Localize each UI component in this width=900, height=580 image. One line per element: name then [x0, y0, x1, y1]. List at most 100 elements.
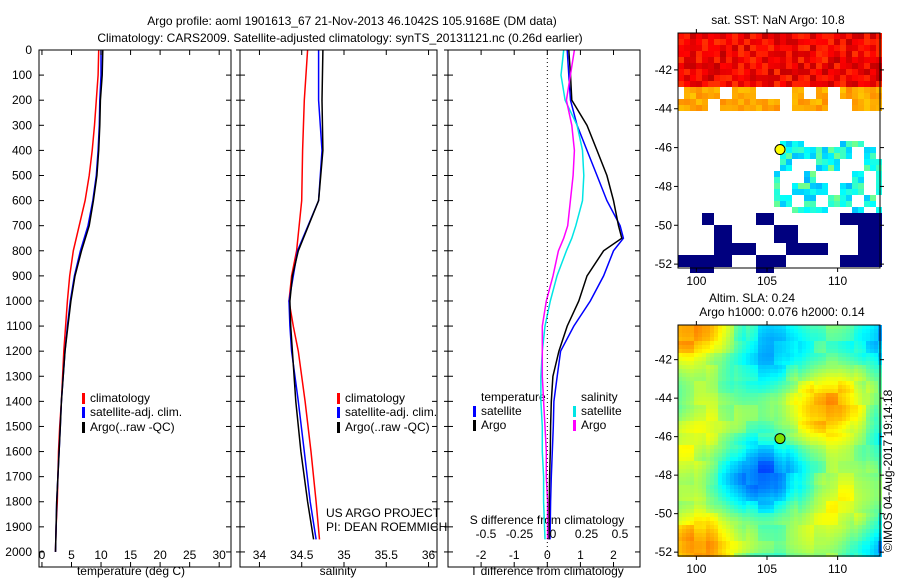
difference-panel: T difference from climatology S differen…	[444, 49, 641, 578]
map-cell	[810, 353, 814, 357]
map-cell	[754, 373, 758, 377]
map-cell	[686, 529, 690, 533]
y-tick-label: 1900	[5, 520, 32, 534]
map-cell	[874, 469, 878, 473]
map-cell	[742, 349, 746, 353]
map-cell	[838, 357, 842, 361]
map-cell	[690, 553, 694, 557]
map-cell	[742, 533, 746, 537]
map-cell	[682, 525, 686, 529]
map-cell	[814, 353, 818, 357]
map-cell	[678, 541, 682, 545]
map-cell	[786, 513, 790, 517]
map-cell	[816, 69, 822, 75]
map-cell	[870, 501, 874, 505]
map-cell	[798, 433, 802, 437]
map-cell	[754, 441, 758, 445]
map-cell	[858, 437, 862, 441]
map-cell	[782, 353, 786, 357]
map-cell	[874, 385, 878, 389]
map-cell	[802, 437, 806, 441]
map-cell	[822, 469, 826, 473]
map-cell	[742, 521, 746, 525]
map-cell	[774, 81, 780, 87]
map-cell	[698, 445, 702, 449]
map-cell	[834, 445, 838, 449]
legend-climatology: climatology	[345, 391, 405, 405]
map-cell	[762, 445, 766, 449]
map-cell	[746, 521, 750, 525]
map-cell	[858, 349, 862, 353]
map-cell	[830, 545, 834, 549]
map-cell	[826, 529, 830, 533]
map-cell	[754, 397, 758, 401]
map-cell	[710, 549, 714, 553]
map-cell	[870, 549, 874, 553]
map-cell	[714, 525, 718, 529]
map-cell	[810, 171, 816, 177]
legend-swatch-argo	[82, 422, 85, 433]
map-cell	[802, 457, 806, 461]
map-cell	[818, 381, 822, 385]
map-cell	[850, 477, 854, 481]
map-cell	[766, 345, 770, 349]
map-cell	[814, 429, 818, 433]
map-cell	[798, 337, 802, 341]
map-cell	[770, 461, 774, 465]
map-cell	[858, 441, 862, 445]
map-cell	[762, 75, 768, 81]
map-cell	[782, 537, 786, 541]
map-cell	[734, 357, 738, 361]
map-cell	[852, 141, 858, 147]
map-cell	[790, 493, 794, 497]
map-cell	[778, 445, 782, 449]
map-cell	[678, 349, 682, 353]
map-cell	[840, 57, 846, 63]
map-cell	[838, 469, 842, 473]
map-cell	[822, 525, 826, 529]
map-cell	[794, 421, 798, 425]
map-cell	[794, 325, 798, 329]
x-tick-label: 100	[686, 562, 706, 576]
y-tick-label: -50	[655, 218, 673, 232]
map-cell	[842, 469, 846, 473]
map-cell	[754, 409, 758, 413]
map-cell	[718, 461, 722, 465]
map-cell	[810, 485, 814, 489]
map-cell	[806, 489, 810, 493]
map-cell	[732, 87, 738, 93]
map-cell	[706, 409, 710, 413]
map-cell	[714, 369, 718, 373]
map-cell	[698, 469, 702, 473]
map-cell	[714, 425, 718, 429]
map-cell	[862, 493, 866, 497]
map-cell	[682, 369, 686, 373]
map-cell	[690, 99, 696, 105]
map-cell	[842, 513, 846, 517]
map-cell	[866, 421, 870, 425]
map-cell	[792, 81, 798, 87]
map-cell	[806, 353, 810, 357]
credit-line-2: PI: DEAN ROEMMICH	[326, 520, 447, 534]
map-cell	[770, 513, 774, 517]
map-cell	[770, 549, 774, 553]
map-cell	[774, 393, 778, 397]
map-cell	[678, 377, 682, 381]
map-cell	[786, 445, 790, 449]
map-cell	[694, 353, 698, 357]
map-cell	[790, 489, 794, 493]
map-cell	[734, 369, 738, 373]
map-cell	[754, 329, 758, 333]
temperature-panel: temperature (deg C) climatology satellit…	[5, 43, 232, 578]
map-cell	[794, 525, 798, 529]
map-cell	[794, 493, 798, 497]
map-cell	[838, 325, 842, 329]
map-cell	[826, 329, 830, 333]
map-cell	[774, 341, 778, 345]
map-cell	[694, 453, 698, 457]
map-cell	[852, 183, 858, 189]
map-cell	[746, 525, 750, 529]
map-cell	[786, 449, 790, 453]
map-cell	[738, 381, 742, 385]
map-cell	[750, 243, 756, 249]
